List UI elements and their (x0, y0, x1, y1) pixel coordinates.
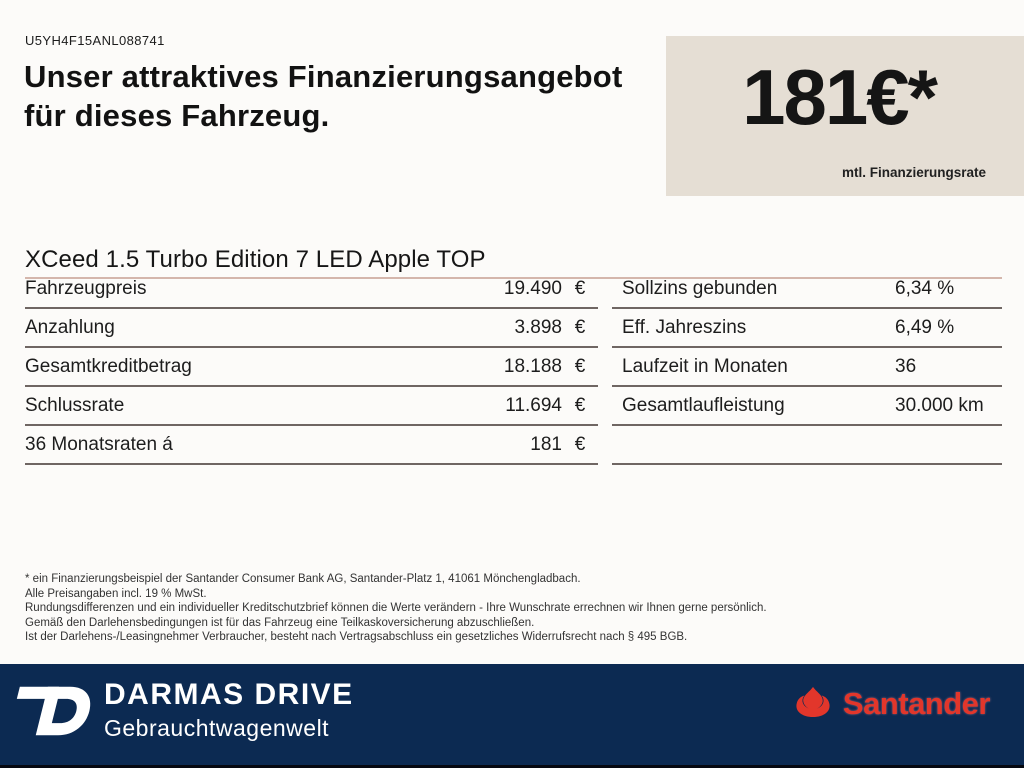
row-value: 36 (895, 356, 917, 377)
disclaimer-line: Ist der Darlehens-/Leasingnehmer Verbrau… (25, 631, 688, 644)
row-value: 30.000 km (895, 395, 984, 416)
bank-name: Santander (842, 686, 991, 721)
table-row: Laufzeit in Monaten 36 (612, 356, 1002, 387)
vehicle-title: XCeed 1.5 Turbo Edition 7 LED Apple TOP (25, 246, 486, 273)
footer-bottom-strip (0, 765, 1024, 768)
page-title-line2: für dieses Fahrzeug. (24, 98, 330, 133)
row-label: 36 Monatsraten á (25, 434, 173, 455)
row-label: Gesamtlaufleistung (622, 395, 785, 416)
row-value: 181 (530, 434, 562, 455)
row-unit: € (574, 356, 586, 377)
row-label: Schlussrate (25, 395, 125, 416)
row-value: 18.188 (503, 356, 562, 377)
monthly-rate-caption: mtl. Finanzierungsrate (841, 165, 986, 180)
legal-disclaimer: * ein Finanzierungsbeispiel der Santande… (25, 572, 767, 645)
table-row: Schlussrate 11.694 € (25, 395, 598, 426)
row-label: Sollzins gebunden (622, 278, 778, 299)
row-label: Eff. Jahreszins (622, 317, 747, 338)
table-row: Gesamtkreditbetrag 18.188 € (25, 356, 598, 387)
disclaimer-line: * ein Finanzierungsbeispiel der Santande… (25, 573, 581, 585)
monthly-rate-box: 181€* mtl. Finanzierungsrate (666, 36, 1024, 196)
row-value: 19.490 (503, 278, 562, 299)
table-row: Gesamtlaufleistung 30.000 km (612, 395, 1002, 426)
table-row-empty (612, 439, 1002, 465)
row-value: 11.694 (505, 395, 562, 416)
vehicle-vin: U5YH4F15ANL088741 (25, 33, 165, 48)
disclaimer-line: Gemäß den Darlehensbedingungen ist für d… (25, 616, 535, 629)
footer-bar: DARMAS DRIVE Gebrauchtwagenwelt Santande… (0, 664, 1024, 768)
row-unit: € (574, 395, 586, 416)
disclaimer-line: Alle Preisangaben incl. 19 % MwSt. (25, 587, 207, 600)
disclaimer-line: Rundungsdifferenzen und ein individuelle… (25, 602, 767, 615)
table-row: Anzahlung 3.898 € (25, 317, 598, 348)
table-row: Sollzins gebunden 6,34 % (612, 278, 1002, 309)
row-value: 6,34 % (895, 278, 955, 299)
table-row: Fahrzeugpreis 19.490 € (25, 278, 598, 309)
row-label: Fahrzeugpreis (25, 278, 147, 299)
row-unit: € (574, 434, 586, 455)
row-unit: € (574, 317, 586, 338)
row-value: 3.898 (514, 317, 562, 338)
page-title-line1: Unser attraktives Finanzierungsangebot (24, 59, 623, 94)
title-divider (25, 277, 1002, 279)
row-label: Anzahlung (25, 317, 115, 338)
page-title: Unser attraktives Finanzierungsangebot f… (24, 57, 622, 135)
monthly-rate-amount: 181€* (742, 53, 938, 141)
row-value: 6,49 % (895, 317, 955, 338)
table-row: 36 Monatsraten á 181 € (25, 434, 598, 465)
santander-logo: Santander (790, 686, 991, 722)
dealer-name: DARMAS DRIVE (104, 678, 354, 711)
row-label: Laufzeit in Monaten (622, 356, 788, 377)
santander-flame-icon (796, 686, 830, 718)
dealer-subtitle: Gebrauchtwagenwelt (104, 715, 330, 741)
row-unit: € (574, 278, 586, 299)
table-row: Eff. Jahreszins 6,49 % (612, 317, 1002, 348)
darmas-d-logo-icon (16, 686, 91, 736)
row-label: Gesamtkreditbetrag (25, 356, 192, 377)
